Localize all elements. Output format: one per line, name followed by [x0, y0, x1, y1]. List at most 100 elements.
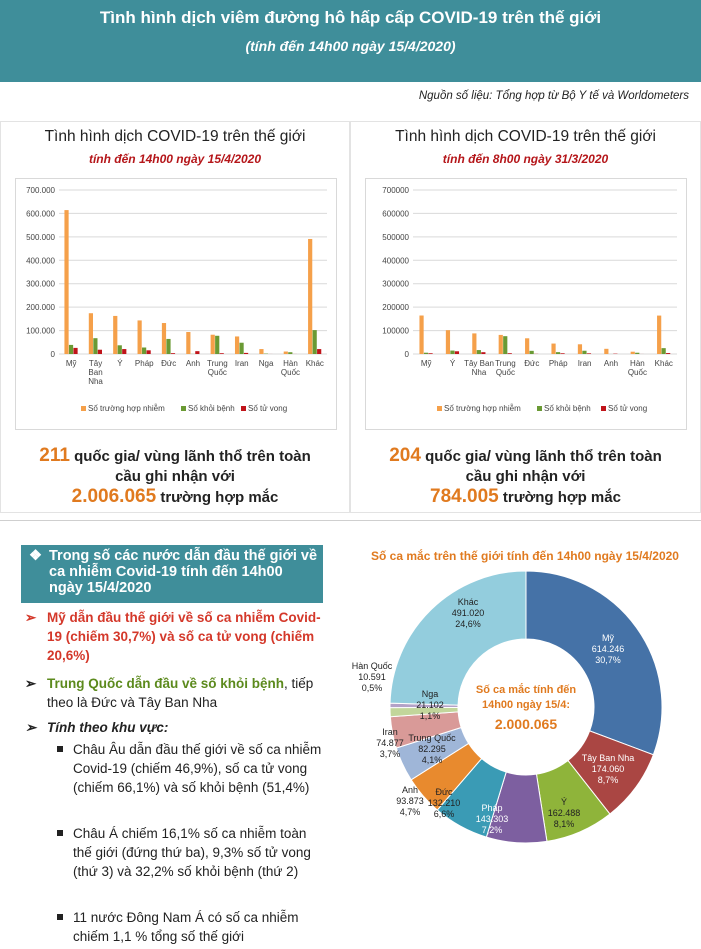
slice-value: 93.873 — [396, 796, 424, 806]
bar-recovered — [117, 345, 122, 354]
bar-recovered — [93, 338, 98, 354]
x-tick-label: Mỹ — [421, 359, 432, 368]
square-bullet-icon — [57, 830, 63, 836]
slice-percent: 30,7% — [595, 655, 621, 665]
bar-cases — [88, 313, 93, 354]
bar-deaths — [317, 349, 322, 354]
donut-center-label: 14h00 ngày 15/4: — [482, 699, 570, 711]
left-summary-stat: 211 quốc gia/ vùng lãnh thổ trên toàn cầ… — [1, 446, 349, 508]
bar-cases — [657, 315, 662, 354]
bar-cases — [64, 210, 69, 354]
right-stat-text-3: trường hợp mắc — [498, 489, 621, 506]
x-tick-label: Ban — [88, 368, 102, 377]
y-tick-label: 500.000 — [26, 233, 55, 242]
page-title: Tình hình dịch viêm đường hô hấp cấp COV… — [99, 8, 602, 27]
x-tick-label: Mỹ — [66, 359, 77, 368]
page-subtitle: (tính đến 14h00 ngày 15/4/2020) — [245, 38, 456, 54]
bar-deaths — [146, 350, 151, 354]
chart-frame — [15, 178, 337, 430]
bar-deaths — [170, 353, 176, 354]
left-chart-date: tính đến 14h00 ngày 15/4/2020 — [88, 152, 262, 166]
bar-cases — [498, 334, 503, 354]
summary-heading-box: ❖ Trong số các nước dẫn đầu thế giới về … — [21, 545, 323, 603]
sub-europe-text: Châu Âu dẫn đầu thế giới về số ca nhiễm … — [73, 742, 322, 795]
slice-value: 143.303 — [476, 814, 509, 824]
bar-recovered — [68, 344, 74, 354]
slice-percent: 3,7% — [380, 749, 401, 759]
y-tick-label: 400000 — [382, 256, 409, 265]
x-tick-label: Đức — [161, 359, 176, 368]
bar-deaths — [122, 349, 127, 354]
bullet-by-region: ➢ Tính theo khu vực: — [25, 718, 325, 737]
x-tick-label: Anh — [186, 359, 200, 368]
bar-deaths — [454, 351, 460, 354]
bullet-china-recovered: ➢ Trung Quốc dẫn đầu về số khỏi bệnh, ti… — [25, 674, 325, 712]
legend-label: Số trường hợp nhiễm — [444, 404, 521, 413]
bar-recovered — [503, 336, 508, 354]
bar-recovered — [582, 350, 587, 354]
bar-cases — [186, 332, 191, 354]
left-stat-text-1: quốc gia/ vùng lãnh thổ trên toàn — [69, 448, 311, 465]
bar-recovered — [142, 347, 147, 354]
bullet-region-text: Tính theo khu vực: — [47, 720, 169, 735]
bullet-usa-leads: ➢ Mỹ dẫn đầu thế giới về số ca nhiễm Cov… — [25, 608, 325, 665]
slice-percent: 1,1% — [420, 711, 441, 721]
bar-recovered — [239, 342, 244, 354]
x-tick-label: Hàn — [630, 359, 645, 368]
bar-recovered — [423, 352, 429, 354]
bar-cases — [113, 315, 118, 354]
x-tick-label: Tây Ban — [464, 359, 494, 368]
bar-cases — [551, 343, 556, 354]
bullet-china-rest: , tiếp theo là Đức và Tây Ban Nha — [47, 676, 314, 710]
left-chart-title: Tình hình dịch COVID-19 trên thế giới — [44, 128, 306, 145]
slice-value: 21.102 — [416, 700, 444, 710]
legend-label: Số khỏi bệnh — [544, 404, 591, 413]
arrow-bullet-icon: ➢ — [25, 676, 37, 691]
legend-swatch — [537, 406, 542, 411]
bar-cases — [308, 238, 313, 354]
sub-sea-text: 11 nước Đông Nam Á có số ca nhiễm chiếm … — [73, 910, 299, 944]
legend-swatch — [241, 406, 246, 411]
y-tick-label: 400.000 — [26, 256, 55, 265]
left-case-count: 2.006.065 — [71, 486, 157, 507]
x-tick-label: Iran — [578, 359, 592, 368]
right-bar-chart: 0 100000 200000 300000 400000 500000 600000 700… — [365, 178, 687, 430]
sub-asia-text: Châu Á chiếm 16,1% số ca nhiễm toàn thế … — [73, 826, 311, 879]
bar-recovered — [288, 352, 293, 354]
bar-deaths — [586, 353, 592, 354]
slice-label: Hàn Quốc — [352, 661, 393, 671]
slice-percent: 4,1% — [422, 755, 443, 765]
legend-label: Số tử vong — [248, 404, 287, 413]
bar-deaths — [219, 353, 224, 354]
bar-recovered — [476, 350, 481, 354]
right-case-count: 784.005 — [430, 486, 499, 507]
donut-chart-title: Số ca mắc trên thế giới tính đến 14h00 n… — [371, 549, 679, 563]
donut-slice — [389, 570, 527, 706]
x-tick-label: Pháp — [135, 359, 154, 368]
x-tick-label: Nha — [472, 368, 487, 377]
right-stat-text-2: cầu ghi nhận với — [465, 468, 586, 485]
x-tick-label: Iran — [235, 359, 249, 368]
y-tick-label: 0 — [405, 350, 410, 359]
y-tick-label: 700000 — [382, 186, 409, 195]
y-tick-label: 200.000 — [26, 303, 55, 312]
bar-recovered — [661, 348, 666, 354]
sub-bullet-asia: Châu Á chiếm 16,1% số ca nhiễm toàn thế … — [55, 824, 325, 881]
bar-recovered — [555, 352, 561, 354]
arrow-bullet-icon: ➢ — [25, 720, 37, 735]
bar-cases — [604, 348, 609, 354]
donut-center-label: Số ca mắc tính đến — [476, 683, 577, 696]
bar-deaths — [73, 347, 78, 354]
right-summary-stat: 204 quốc gia/ vùng lãnh thổ trên toàn cầ… — [351, 446, 700, 508]
bar-cases — [137, 320, 142, 354]
square-bullet-icon — [57, 914, 63, 920]
sub-bullet-europe: Châu Âu dẫn đầu thế giới về số ca nhiễm … — [55, 740, 325, 797]
legend-label: Số tử vong — [608, 404, 647, 413]
bar-deaths — [481, 352, 486, 354]
bar-cases — [283, 351, 288, 354]
x-tick-label: Khác — [306, 359, 324, 368]
legend-swatch — [437, 406, 442, 411]
page-header: Tình hình dịch viêm đường hô hấp cấp COV… — [0, 0, 701, 82]
bar-cases — [161, 323, 167, 354]
